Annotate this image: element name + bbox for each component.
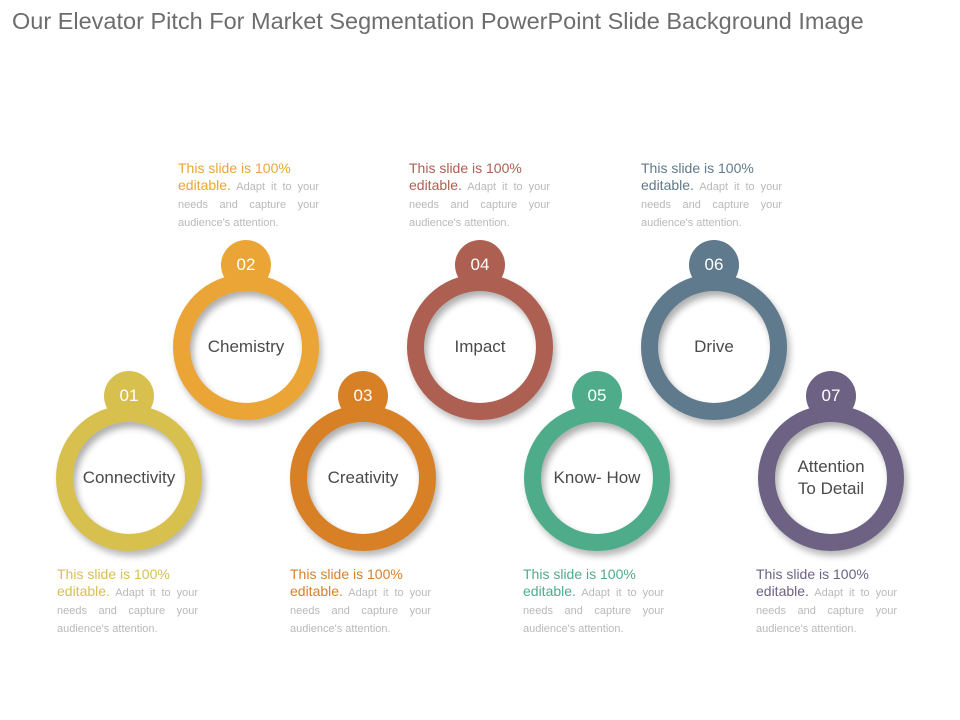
description-01-body: Adapt it to your needs and capture your …: [57, 587, 198, 635]
description-07: This slide is 100% editable. Adapt it to …: [756, 566, 897, 637]
ring-05-center: Know- How: [541, 422, 653, 534]
ring-01-center: Connectivity: [73, 422, 185, 534]
description-01-highlight-2: editable.: [57, 583, 110, 599]
ring-04-label: Impact: [454, 337, 506, 356]
ring-03: Creativity: [290, 405, 436, 551]
ring-06: Drive: [641, 274, 787, 420]
ring-04-center: Impact: [424, 291, 536, 403]
ring-02-center: Chemistry: [190, 291, 302, 403]
ring-05: Know- How: [524, 405, 670, 551]
ring-03-center: Creativity: [307, 422, 419, 534]
description-01-highlight: This slide is 100%: [57, 566, 170, 582]
description-04-body: Adapt it to your needs and capture your …: [409, 181, 550, 229]
ring-07-label: Attention To Detail: [797, 457, 865, 498]
ring-01: Connectivity: [56, 405, 202, 551]
badge-06: 06: [689, 240, 739, 290]
description-03: This slide is 100% editable. Adapt it to …: [290, 566, 431, 637]
description-04-highlight: This slide is 100%: [409, 160, 522, 176]
description-04-highlight-2: editable.: [409, 177, 462, 193]
description-02-highlight-2: editable.: [178, 177, 231, 193]
ring-07-center: Attention To Detail: [775, 422, 887, 534]
description-03-highlight: This slide is 100%: [290, 566, 403, 582]
description-03-body: Adapt it to your needs and capture your …: [290, 587, 431, 635]
description-05-body: Adapt it to your needs and capture your …: [523, 587, 664, 635]
description-07-highlight: This slide is 100%: [756, 566, 869, 582]
badge-03: 03: [338, 371, 388, 421]
description-05-highlight-2: editable.: [523, 583, 576, 599]
description-01: This slide is 100% editable. Adapt it to …: [57, 566, 198, 637]
description-06-highlight: This slide is 100%: [641, 160, 754, 176]
badge-01: 01: [104, 371, 154, 421]
ring-01-label: Connectivity: [82, 468, 176, 487]
slide-title: Our Elevator Pitch For Market Segmentati…: [12, 8, 864, 34]
ring-02: Chemistry: [173, 274, 319, 420]
description-02-body: Adapt it to your needs and capture your …: [178, 181, 319, 229]
ring-05-label: Know- How: [553, 468, 641, 487]
description-02-highlight: This slide is 100%: [178, 160, 291, 176]
description-06-body: Adapt it to your needs and capture your …: [641, 181, 782, 229]
ring-06-center: Drive: [658, 291, 770, 403]
badge-07: 07: [806, 371, 856, 421]
description-07-body: Adapt it to your needs and capture your …: [756, 587, 897, 635]
ring-02-label: Chemistry: [207, 337, 285, 356]
ring-06-label: Drive: [694, 337, 734, 356]
badge-02: 02: [221, 240, 271, 290]
description-05-highlight: This slide is 100%: [523, 566, 636, 582]
ring-07: Attention To Detail: [758, 405, 904, 551]
ring-04: Impact: [407, 274, 553, 420]
description-06-highlight-2: editable.: [641, 177, 694, 193]
badge-04: 04: [455, 240, 505, 290]
description-06: This slide is 100% editable. Adapt it to …: [641, 160, 782, 231]
ring-03-label: Creativity: [327, 468, 399, 487]
description-07-highlight-2: editable.: [756, 583, 809, 599]
description-04: This slide is 100% editable. Adapt it to …: [409, 160, 550, 231]
description-05: This slide is 100% editable. Adapt it to …: [523, 566, 664, 637]
description-03-highlight-2: editable.: [290, 583, 343, 599]
description-02: This slide is 100% editable. Adapt it to …: [178, 160, 319, 231]
badge-05: 05: [572, 371, 622, 421]
